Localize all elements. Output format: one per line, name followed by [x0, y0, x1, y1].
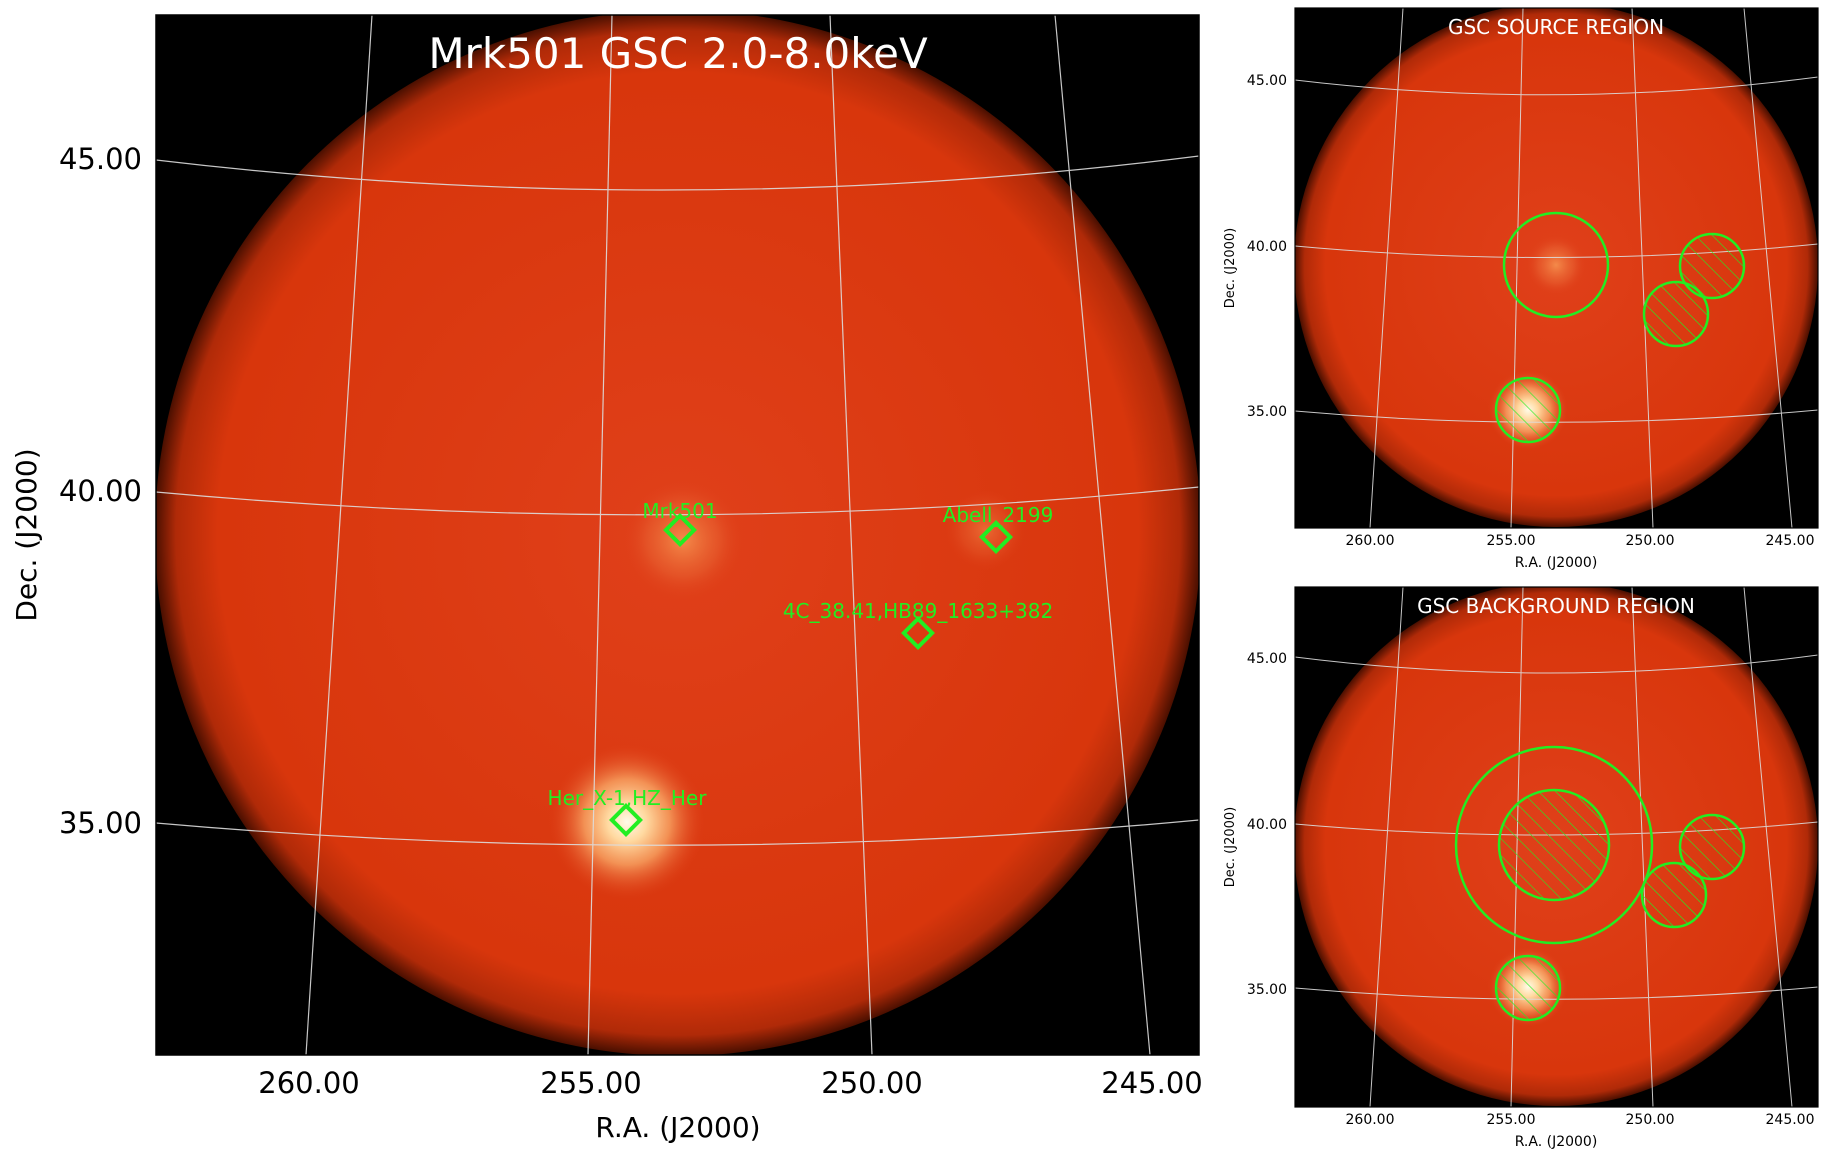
source-x-tick: 255.00: [1487, 533, 1536, 549]
background-panel-title: GSC BACKGROUND REGION: [1417, 594, 1695, 618]
abell2199-emission: [945, 490, 1025, 570]
excluded-abell2199-circle: [1678, 813, 1746, 881]
background-y-tick: 35.00: [1247, 982, 1287, 998]
background-x-tick: 255.00: [1487, 1112, 1536, 1128]
source-x-axis-label: R.A. (J2000): [1515, 555, 1598, 571]
background-y-axis-label: Dec. (J2000): [1223, 807, 1238, 887]
excluded-herx1-circle: [1494, 954, 1562, 1022]
excluded-herx1-circle: [1494, 376, 1562, 444]
background-x-tick: 250.00: [1626, 1112, 1675, 1128]
main-x-tick: 260.00: [258, 1066, 359, 1100]
main-y-tick: 40.00: [59, 474, 142, 508]
source-y-axis-label: Dec. (J2000): [1223, 228, 1238, 308]
source-extraction-circle: [1502, 211, 1610, 319]
source-x-tick: 245.00: [1766, 533, 1815, 549]
4c38-label: 4C_38.41,HB89_1633+382: [783, 599, 1053, 623]
source-y-tick: 35.00: [1247, 404, 1287, 420]
background-region-panel: GSC BACKGROUND REGION 260.00 255.00 250.…: [1223, 586, 1819, 1150]
source-y-tick: 40.00: [1247, 239, 1287, 255]
main-y-axis-label: Dec. (J2000): [10, 448, 43, 621]
main-x-tick: 255.00: [540, 1066, 641, 1100]
background-y-tick: 40.00: [1247, 817, 1287, 833]
4c38-marker: [901, 616, 935, 650]
source-markers: [609, 513, 1013, 837]
source-y-tick: 45.00: [1247, 73, 1287, 89]
excluded-4c38-circle: [1640, 861, 1708, 929]
mrk501-marker: [663, 513, 697, 547]
herx1-marker: [609, 803, 643, 837]
background-y-tick: 45.00: [1247, 651, 1287, 667]
background-x-tick: 245.00: [1766, 1112, 1815, 1128]
main-panel: Mrk501 Abell_2199 4C_38.41,HB89_1633+382…: [10, 14, 1203, 1144]
source-mrk501-emission: [1526, 235, 1586, 295]
source-region-panel: GSC SOURCE REGION 260.00 255.00 250.00 2…: [1223, 7, 1819, 571]
source-regions: [1494, 211, 1746, 444]
abell2199-marker: [979, 520, 1013, 554]
main-x-tick: 250.00: [821, 1066, 922, 1100]
her-x1-emission: [549, 744, 705, 900]
main-y-tick: 35.00: [59, 806, 142, 840]
herx1-label: Her_X-1,HZ_Her: [548, 786, 708, 810]
source-x-tick: 260.00: [1346, 533, 1395, 549]
main-title: Mrk501 GSC 2.0-8.0keV: [428, 29, 928, 78]
main-x-axis-label: R.A. (J2000): [595, 1111, 760, 1144]
mrk501-label: Mrk501: [642, 499, 717, 523]
main-y-tick: 45.00: [59, 142, 142, 176]
background-x-tick: 260.00: [1346, 1112, 1395, 1128]
abell2199-label: Abell_2199: [943, 503, 1054, 527]
background-regions: [1454, 745, 1746, 1022]
main-coordinate-grid: [156, 15, 1199, 1055]
source-panel-title: GSC SOURCE REGION: [1448, 15, 1664, 39]
background-annulus-outer: [1454, 745, 1654, 945]
excluded-abell2199-circle: [1678, 232, 1746, 300]
source-x-tick: 250.00: [1626, 533, 1675, 549]
excluded-source-circle: [1497, 788, 1611, 902]
excluded-4c38-circle: [1642, 280, 1710, 348]
main-x-tick: 245.00: [1101, 1066, 1202, 1100]
background-x-axis-label: R.A. (J2000): [1515, 1134, 1598, 1150]
